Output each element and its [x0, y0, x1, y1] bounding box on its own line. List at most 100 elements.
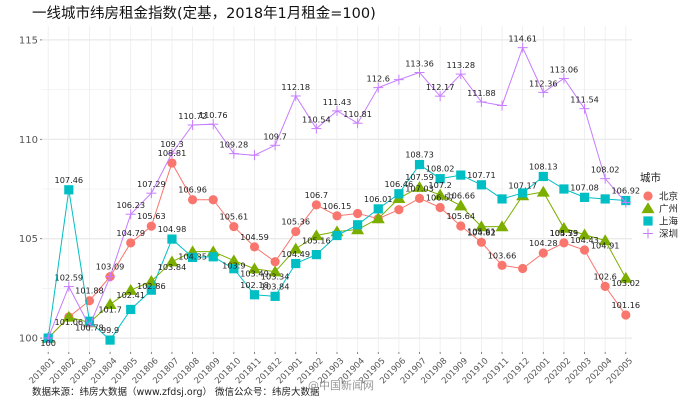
data-point	[126, 304, 136, 315]
data-point	[165, 255, 179, 267]
data-label: 103.66	[488, 250, 517, 260]
data-point	[643, 216, 653, 226]
data-point	[166, 148, 177, 159]
data-point	[456, 170, 466, 180]
data-label: 106.92	[611, 186, 640, 196]
data-point	[435, 91, 446, 102]
data-point	[332, 230, 342, 241]
data-label: 106.96	[178, 185, 207, 195]
data-point	[598, 234, 612, 246]
data-point	[352, 118, 363, 129]
data-label: 112.18	[281, 82, 310, 92]
legend-label: 北京	[659, 191, 678, 203]
data-label: 102.18	[240, 280, 269, 290]
data-point	[476, 180, 487, 190]
data-label: 101.88	[75, 286, 104, 296]
data-point	[536, 185, 550, 197]
data-point	[62, 310, 76, 322]
data-label: 103.84	[261, 281, 290, 291]
data-label: 102.6	[593, 271, 616, 281]
data-point	[353, 208, 363, 219]
data-label: 109.3	[160, 139, 183, 149]
data-label: 106.01	[364, 194, 393, 204]
data-point	[247, 262, 261, 274]
data-label: 104.79	[116, 228, 145, 238]
data-label: 112.6	[367, 74, 390, 84]
data-point	[187, 195, 198, 205]
data-point	[538, 248, 548, 258]
data-label: 99.9	[101, 325, 119, 335]
data-point	[208, 195, 218, 205]
data-point	[393, 74, 404, 85]
data-point	[435, 202, 445, 213]
data-label: 107.17	[508, 181, 537, 191]
data-point	[371, 212, 385, 224]
data-point	[538, 87, 549, 98]
data-label: 103.84	[158, 262, 187, 272]
data-label: 103.09	[96, 262, 125, 272]
data-label: 108.02	[426, 164, 455, 174]
data-point	[394, 189, 404, 199]
data-point	[311, 123, 322, 134]
data-point	[63, 281, 74, 292]
data-label: 103.49	[240, 269, 269, 279]
data-point	[643, 191, 653, 201]
data-label: 106.57	[426, 192, 455, 202]
data-point	[125, 209, 136, 220]
data-label: 106.66	[446, 191, 475, 201]
data-point	[435, 174, 445, 184]
data-label: 104.49	[281, 249, 310, 259]
data-point	[208, 119, 219, 130]
data-point	[476, 237, 487, 247]
legend-label: 上海	[659, 216, 679, 228]
data-point	[270, 257, 280, 267]
data-point	[227, 254, 241, 266]
data-point	[84, 321, 95, 332]
data-point	[579, 245, 590, 255]
legend-label: 广州	[659, 203, 678, 215]
data-label: 105.36	[281, 217, 310, 227]
data-point	[126, 238, 136, 248]
data-label: 107.71	[467, 170, 496, 180]
data-point	[167, 158, 177, 168]
data-point	[600, 194, 610, 204]
data-point	[495, 220, 509, 232]
data-point	[229, 264, 239, 274]
data-point	[64, 185, 74, 195]
data-label: 108.13	[529, 161, 558, 171]
data-point	[474, 220, 488, 232]
y-tick-label: 105	[19, 234, 38, 245]
data-point	[290, 90, 301, 101]
data-point	[146, 221, 156, 231]
data-point	[84, 296, 95, 306]
data-label: 103.34	[261, 272, 290, 282]
data-label: 107.29	[137, 179, 166, 189]
data-label: 104.79	[550, 228, 579, 238]
data-label: 102.86	[137, 281, 166, 291]
data-point	[620, 197, 631, 208]
data-point	[600, 281, 610, 292]
legend-label: 深圳	[659, 229, 678, 240]
data-label: 103.02	[611, 278, 640, 288]
data-label: 106.7	[305, 190, 328, 200]
data-point	[309, 229, 323, 241]
data-label: 106.23	[116, 200, 145, 210]
data-point	[332, 211, 342, 221]
legend-item-上海: 上海	[643, 216, 679, 228]
series-layer	[41, 42, 633, 345]
data-label: 113.36	[405, 59, 434, 69]
data-label: 107.08	[570, 182, 599, 192]
data-point	[517, 42, 528, 53]
data-point	[373, 82, 384, 93]
data-label: 105.53	[550, 228, 579, 238]
data-label: 110.81	[343, 109, 372, 119]
series-上海	[43, 159, 631, 345]
data-label: 111.54	[570, 95, 599, 105]
data-label: 105.64	[446, 211, 475, 221]
data-label: 109.7	[263, 131, 286, 141]
watermark: @中国新闻网	[308, 378, 374, 392]
data-point	[167, 234, 177, 244]
chart-title: 一线城市纬房租金指数(定基，2018年1月租金=100)	[32, 5, 376, 22]
y-axis: 100 105 110 115	[19, 35, 42, 345]
